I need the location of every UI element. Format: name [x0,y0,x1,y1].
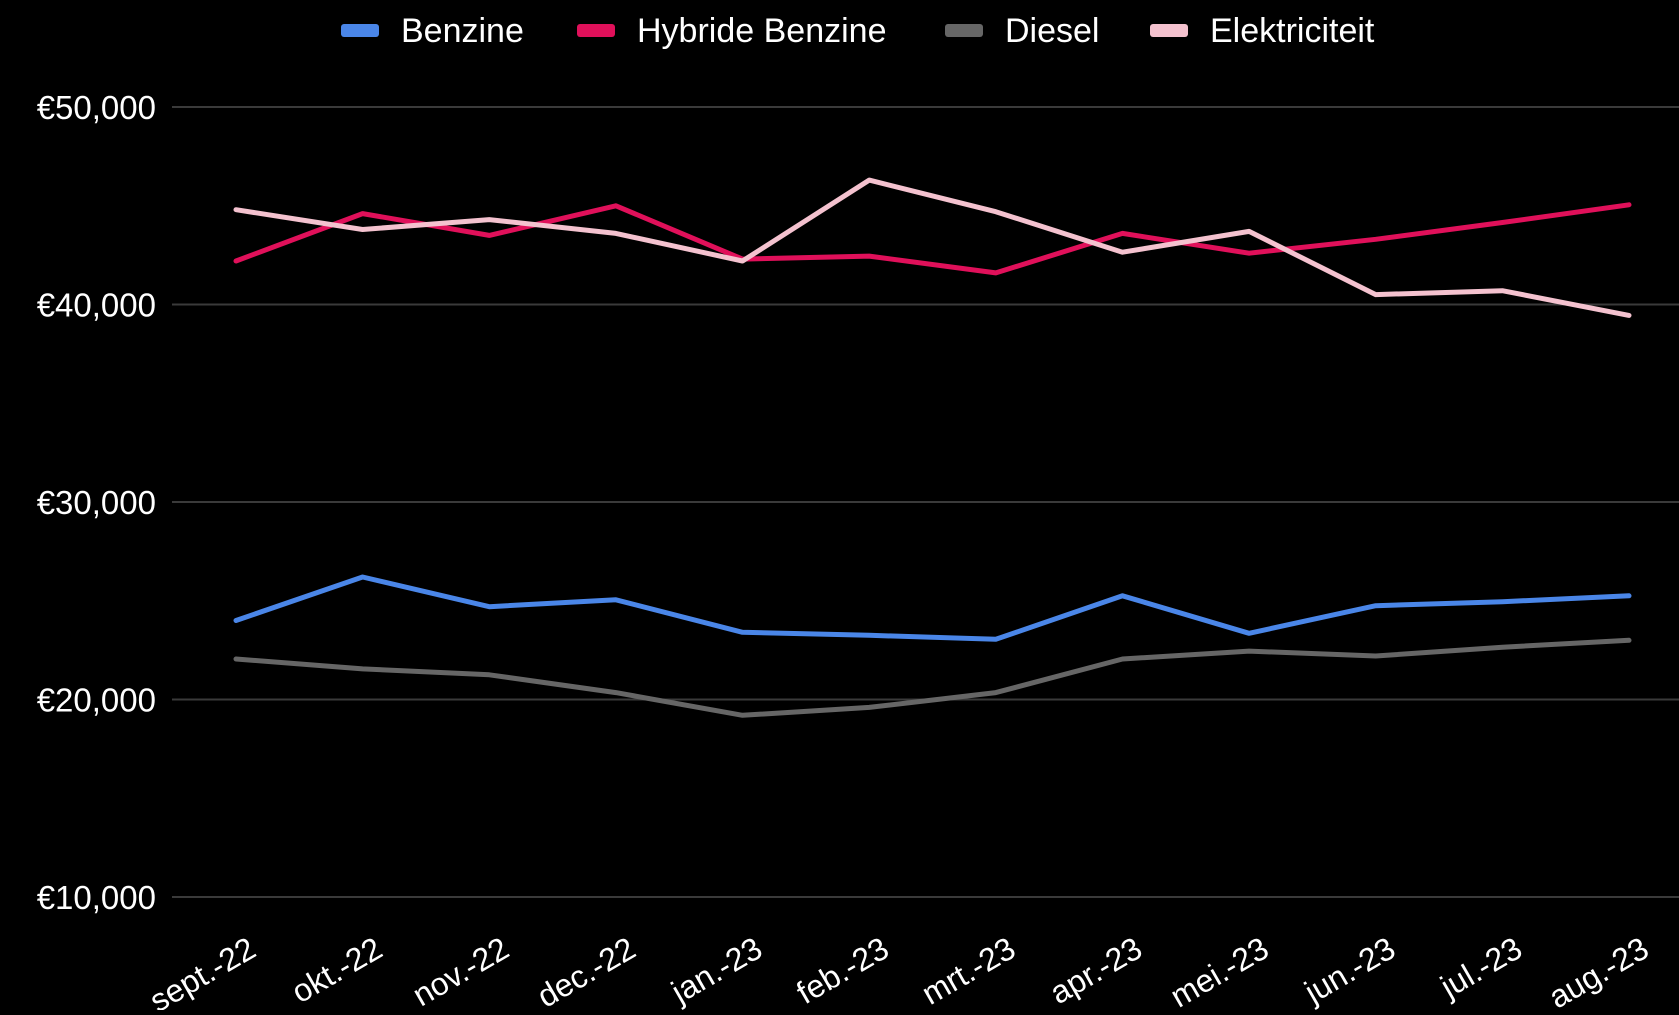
data-point [1246,630,1252,636]
data-point [486,604,492,610]
x-tick-label: mei.-23 [1164,930,1274,1010]
data-point [1373,653,1379,659]
x-tick-label: jun.-23 [1298,930,1402,1010]
legend-swatch [1150,24,1188,37]
data-point [1119,593,1125,599]
data-point [613,203,619,209]
x-tick-label: apr.-23 [1044,930,1148,1010]
x-tick-label: nov.-22 [406,930,514,1010]
data-point [993,690,999,696]
legend-swatch [341,24,379,37]
data-point [1626,202,1632,208]
data-point [360,666,366,672]
data-point [613,230,619,236]
series-lines [233,177,1632,718]
grid-layer [172,106,1679,898]
data-point [1626,312,1632,318]
legend-item: Benzine [341,12,524,50]
data-point [1499,288,1505,294]
data-point [1626,593,1632,599]
data-point [993,209,999,215]
y-tick-label: €10,000 [37,879,156,916]
series-line [233,574,1632,642]
data-point [233,618,239,624]
x-tick-label: dec.-22 [531,930,641,1010]
x-tick-label: aug.-23 [1543,930,1655,1010]
data-point [866,704,872,710]
legend-label: Diesel [1005,12,1099,50]
series-diesel [233,637,1632,718]
y-tick-label: €30,000 [37,484,156,521]
data-point [740,712,746,718]
series-benzine [233,574,1632,642]
legend-item: Elektriciteit [1150,12,1375,50]
x-tick-label: jul.-23 [1434,930,1528,1005]
data-point [1499,220,1505,226]
x-axis-tick-labels: sept.-22 okt.-22 nov.-22 dec.-22 jan.-23 feb.… [143,930,1655,1015]
data-point [1246,250,1252,256]
data-point [993,636,999,642]
data-point [233,258,239,264]
x-tick-label: okt.-22 [285,930,388,1010]
legend-label: Benzine [401,12,524,50]
data-point [866,253,872,259]
data-point [1626,637,1632,643]
data-point [1119,249,1125,255]
legend: Benzine Hybride Benzine Diesel Elektricitei… [341,12,1375,50]
x-tick-label: mrt.-23 [916,930,1022,1010]
x-tick-label: jan.-23 [664,930,768,1010]
data-point [360,226,366,232]
series-hybride-benzine [233,202,1632,276]
data-point [360,574,366,580]
data-point [1246,228,1252,234]
data-point [233,207,239,213]
data-point [613,690,619,696]
data-point [740,258,746,264]
data-point [866,632,872,638]
series-line [233,177,1632,318]
series-line [233,637,1632,718]
data-point [1499,644,1505,650]
legend-item: Diesel [945,12,1099,50]
data-point [233,656,239,662]
data-point [1119,656,1125,662]
legend-swatch [945,24,983,37]
legend-item: Hybride Benzine [577,12,886,50]
data-point [1119,230,1125,236]
y-tick-label: €20,000 [37,682,156,719]
y-tick-label: €40,000 [37,287,156,324]
data-point [866,177,872,183]
legend-swatch [577,24,615,37]
y-axis-tick-labels: €10,000 €20,000 €30,000 €40,000 €50,000 [37,89,156,916]
data-point [1499,599,1505,605]
data-point [1373,603,1379,609]
legend-label: Elektriciteit [1210,12,1375,50]
data-point [740,629,746,635]
data-point [486,672,492,678]
legend-label: Hybride Benzine [637,12,886,50]
series-elektriciteit [233,177,1632,318]
x-tick-label: feb.-23 [790,930,894,1010]
data-point [1373,292,1379,298]
data-point [486,217,492,223]
data-point [360,211,366,217]
data-point [1373,236,1379,242]
y-tick-label: €50,000 [37,89,156,126]
data-point [613,597,619,603]
series-line [233,202,1632,276]
data-point [993,270,999,276]
data-point [486,232,492,238]
x-tick-label: sept.-22 [143,930,261,1010]
data-point [1246,648,1252,654]
